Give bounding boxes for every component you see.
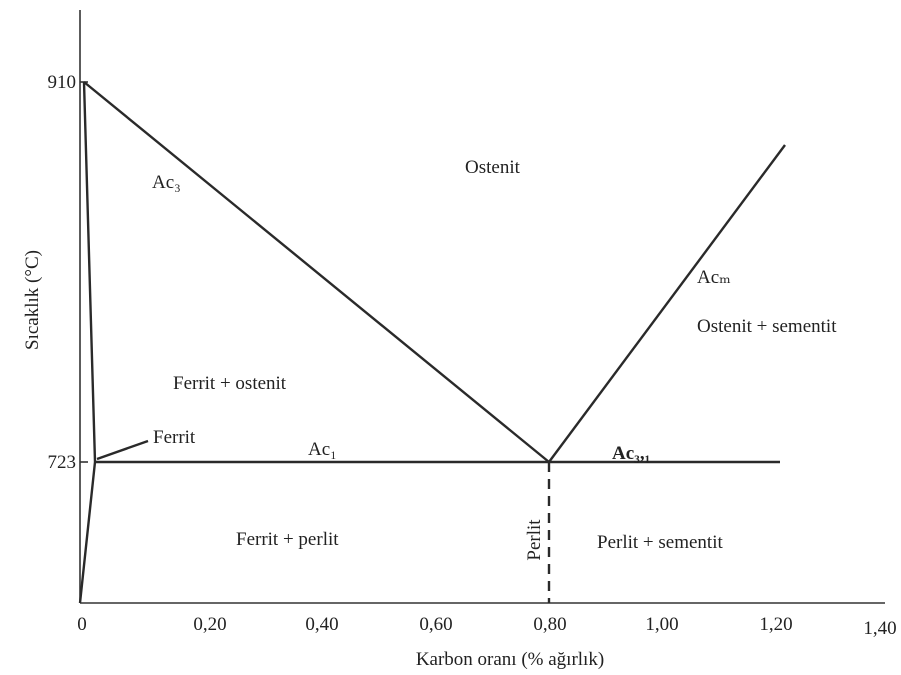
- ferrit-leader: [96, 439, 149, 461]
- x-tick-label: 0,60: [419, 614, 452, 635]
- region-label: Ferrit + perlit: [236, 529, 339, 550]
- region-label: Ferrit: [153, 427, 196, 448]
- ferrite-boundary: [78, 81, 97, 604]
- ac1-label: Ac₁: [308, 439, 337, 460]
- region-label: Ostenit: [465, 157, 521, 178]
- ac31-label: Ac₃,₁: [612, 443, 650, 464]
- region-label: Ostenit + sementit: [697, 316, 837, 337]
- y-tick-label: 910: [48, 72, 77, 93]
- x-tick-label: 0,80: [533, 614, 566, 635]
- x-tick-label: 1,00: [645, 614, 678, 635]
- x-tick-label: 0: [77, 614, 87, 635]
- acm-line: [548, 144, 786, 463]
- x-tick-label: 1,20: [759, 614, 792, 635]
- x-tick-label: 1,40: [863, 618, 896, 639]
- x-axis-label: Karbon oranı (% ağırlık): [416, 649, 604, 670]
- region-label: Perlit + sementit: [597, 532, 723, 553]
- ac3-line: [83, 81, 550, 463]
- x-tick-label: 0,40: [305, 614, 338, 635]
- y-tick-label: 723: [48, 452, 77, 473]
- ac3-label: Ac₃: [152, 172, 181, 193]
- x-tick-label: 0,20: [193, 614, 226, 635]
- region-label: Perlit: [524, 519, 545, 561]
- region-label: Ferrit + ostenit: [173, 373, 287, 394]
- y-axis-label: Sıcaklık (°C): [22, 250, 43, 350]
- acm-label: Acₘ: [697, 267, 731, 288]
